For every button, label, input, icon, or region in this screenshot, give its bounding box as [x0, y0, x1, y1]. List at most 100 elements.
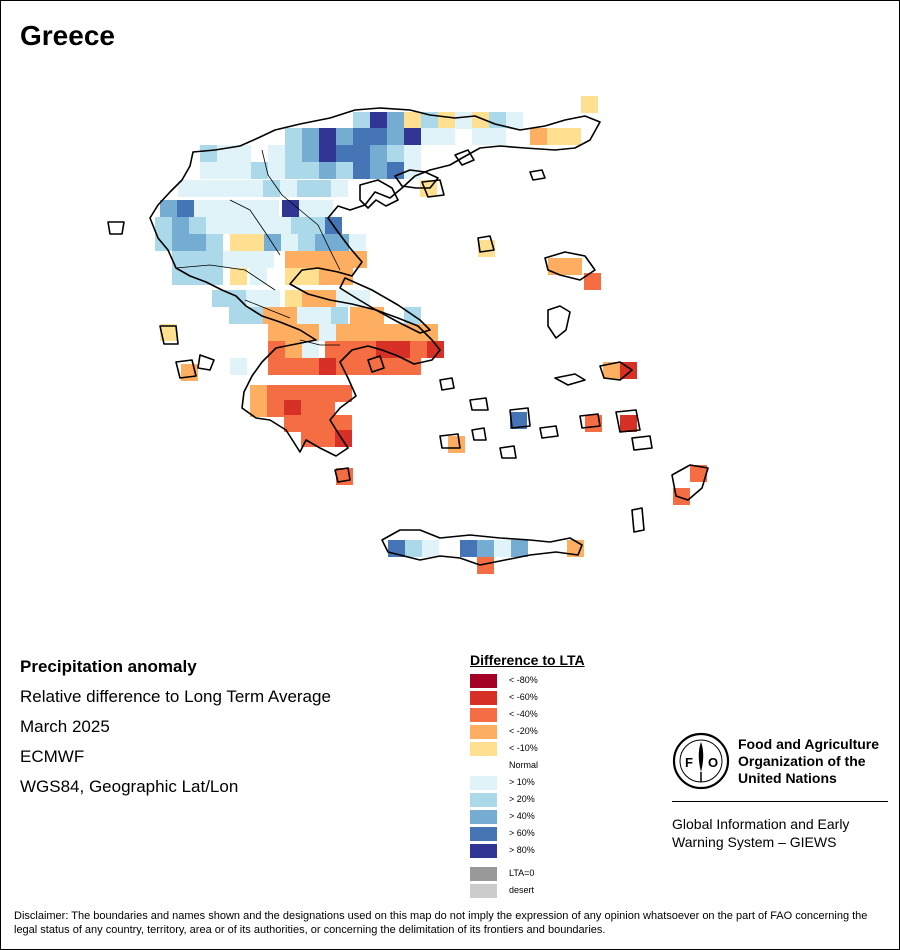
anomaly-cell — [581, 96, 598, 113]
anomaly-cell — [263, 180, 280, 197]
anomaly-cell — [280, 180, 297, 197]
legend-label: > 60% — [509, 828, 535, 838]
anomaly-cell — [285, 145, 302, 162]
anomaly-cell — [247, 234, 264, 251]
anomaly-cell — [189, 251, 206, 268]
anomaly-cell — [331, 307, 348, 324]
anomaly-cell — [223, 217, 240, 234]
anomaly-cell — [217, 162, 234, 179]
coastline-path — [471, 427, 487, 441]
anomaly-cell — [206, 234, 223, 251]
coastline-path — [554, 373, 586, 386]
anomaly-cell — [250, 400, 267, 417]
anomaly-cell — [229, 180, 246, 197]
legend-label: < -80% — [509, 675, 538, 685]
anomaly-cell — [297, 180, 314, 197]
anomaly-cell — [427, 341, 444, 358]
coastline-path — [547, 305, 571, 339]
anomaly-cell — [308, 217, 325, 234]
anomaly-cell — [240, 251, 257, 268]
anomaly-cell — [251, 162, 268, 179]
legend-label: > 10% — [509, 777, 535, 787]
anomaly-cell — [189, 234, 206, 251]
anomaly-cell — [404, 358, 421, 375]
region-boundary — [261, 149, 319, 226]
anomaly-cell — [264, 234, 281, 251]
anomaly-cell — [603, 362, 620, 379]
anomaly-cell — [506, 112, 523, 129]
legend-label: > 80% — [509, 845, 535, 855]
anomaly-cell — [331, 180, 348, 197]
anomaly-cell — [246, 307, 263, 324]
anomaly-cell — [336, 324, 353, 341]
anomaly-cell — [336, 145, 353, 162]
anomaly-cell — [301, 385, 318, 402]
legend-row: < -20% — [470, 723, 585, 740]
anomaly-cell — [404, 112, 421, 129]
anomaly-cell — [584, 273, 601, 290]
anomaly-cell — [301, 400, 318, 417]
coastline-path — [539, 425, 559, 439]
anomaly-cell — [335, 415, 352, 432]
legend-label: < -20% — [509, 726, 538, 736]
legend-row: > 10% — [470, 774, 585, 791]
anomaly-cell — [336, 128, 353, 145]
coastline-path — [599, 361, 633, 381]
anomaly-cell — [194, 200, 211, 217]
legend-extra-swatch — [470, 867, 497, 881]
anomaly-cell — [155, 217, 172, 234]
info-description: Relative difference to Long Term Average — [20, 687, 331, 706]
precipitation-anomaly-map — [107, 96, 709, 574]
anomaly-cell — [291, 217, 308, 234]
anomaly-cell — [314, 180, 331, 197]
coastline-path — [671, 464, 709, 501]
anomaly-cell — [548, 258, 565, 275]
anomaly-cell — [405, 540, 422, 557]
anomaly-cell — [284, 415, 301, 432]
map-title: Greece — [20, 20, 115, 51]
anomaly-cell — [206, 268, 223, 285]
map-info: Precipitation anomaly Relative differenc… — [20, 656, 331, 806]
anomaly-cell — [387, 145, 404, 162]
coastline-path — [197, 354, 215, 371]
anomaly-cell — [422, 540, 439, 557]
region-boundary — [317, 224, 341, 271]
legend-extra-items: LTA=0 desert — [470, 865, 585, 899]
anomaly-cell — [510, 412, 527, 429]
anomaly-cell — [319, 128, 336, 145]
giews-line2: Warning System – GIEWS — [672, 834, 837, 850]
anomaly-cell — [350, 307, 367, 324]
anomaly-cell — [172, 234, 189, 251]
coastline-path — [159, 325, 179, 345]
anomaly-cell — [245, 200, 262, 217]
anomaly-cell — [212, 180, 229, 197]
anomaly-cell — [302, 162, 319, 179]
anomaly-cell — [172, 217, 189, 234]
anomaly-cell — [240, 217, 257, 234]
fao-logo-icon: F O — [672, 732, 730, 790]
anomaly-cell — [284, 400, 301, 417]
info-period: March 2025 — [20, 717, 110, 736]
coastline-path — [149, 107, 601, 457]
anomaly-cell — [316, 200, 333, 217]
legend-swatch — [470, 691, 497, 705]
disclaimer-text: Disclaimer: The boundaries and names sho… — [14, 910, 868, 936]
anomaly-cell — [195, 180, 212, 197]
region-boundary — [244, 299, 291, 319]
anomaly-cell — [257, 251, 274, 268]
anomaly-cell — [489, 112, 506, 129]
coastline-path — [631, 507, 645, 533]
anomaly-cell — [404, 324, 421, 341]
legend-extra-swatch — [470, 884, 497, 898]
legend-extra-row: desert — [470, 882, 585, 899]
anomaly-cell — [460, 540, 477, 557]
coastline-path — [529, 169, 546, 181]
anomaly-cell — [268, 341, 285, 358]
legend-row: Normal — [470, 757, 585, 774]
anomaly-cell — [211, 200, 228, 217]
legend-label: < -10% — [509, 743, 538, 753]
anomaly-cell — [319, 324, 336, 341]
anomaly-cell — [478, 240, 495, 257]
anomaly-cell — [353, 112, 370, 129]
anomaly-cell — [298, 234, 315, 251]
